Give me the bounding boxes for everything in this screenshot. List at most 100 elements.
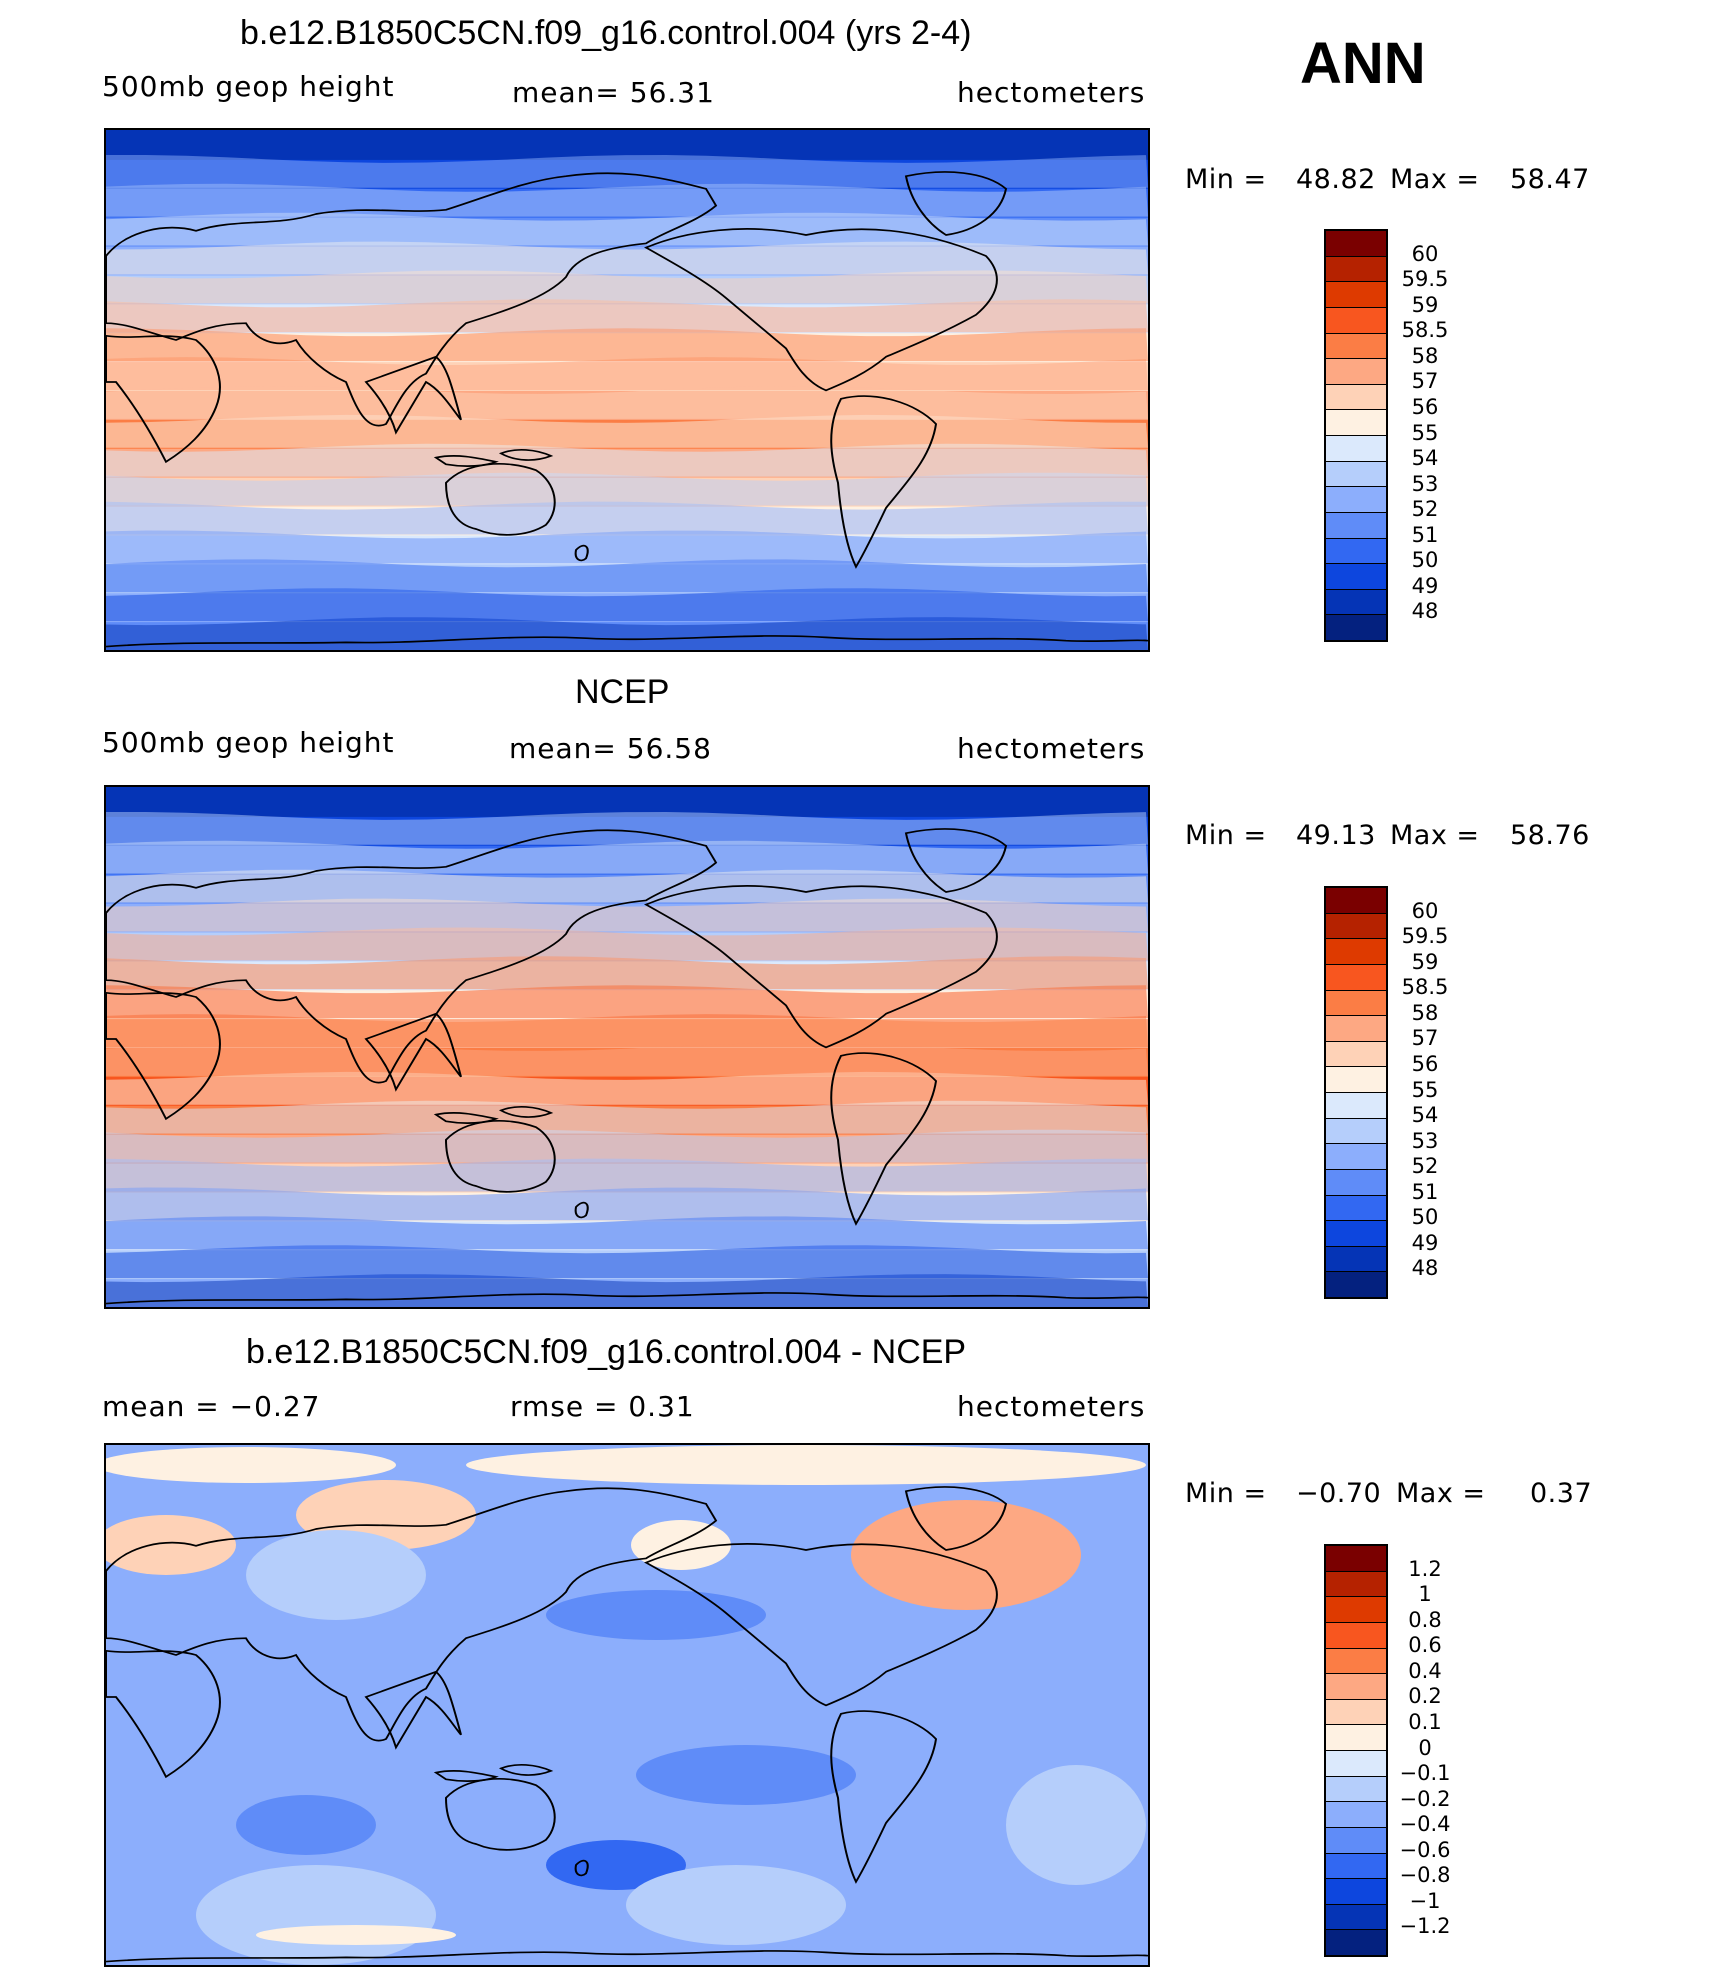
- difference-contour: [466, 1445, 1146, 1485]
- colorbar-swatch: [1326, 1272, 1386, 1297]
- difference-contour: [626, 1865, 846, 1945]
- contour-band-edge: [106, 386, 1148, 419]
- coastline: [106, 334, 221, 464]
- colorbar-tick-label: 52: [1411, 1154, 1439, 1179]
- colorbar-swatch: [1326, 1751, 1386, 1777]
- panel-3-rmse-label: rmse = 0.31: [510, 1390, 695, 1423]
- colorbar-swatch: [1326, 1169, 1386, 1196]
- difference-contour: [546, 1590, 766, 1640]
- map-svg: [106, 130, 1148, 650]
- colorbar-tick-label: −0.6: [1399, 1837, 1451, 1862]
- coastline: [106, 991, 221, 1121]
- coastline: [574, 1201, 589, 1219]
- colorbar-tick-label: 56: [1411, 1051, 1439, 1076]
- colorbar-tick-label: 0.2: [1408, 1684, 1442, 1709]
- difference-contour: [106, 1515, 236, 1575]
- colorbar-swatch: [1326, 436, 1386, 462]
- colorbar-swatch: [1326, 1930, 1386, 1955]
- coastline: [904, 1486, 1008, 1551]
- colorbar-swatch: [1326, 1904, 1386, 1931]
- panel-1-units-label: hectometers: [957, 76, 1146, 109]
- colorbar-tick-label: 53: [1411, 471, 1439, 496]
- colorbar-swatch: [1326, 461, 1386, 488]
- panel-3-map: [104, 1443, 1150, 1967]
- contour-band-edge: [106, 956, 1148, 990]
- map-svg: [106, 787, 1148, 1307]
- colorbar-tick-label: −1.2: [1399, 1914, 1451, 1939]
- colorbar-tick-label: 58.5: [1401, 975, 1449, 1000]
- colorbar-tick-label: 57: [1411, 369, 1439, 394]
- coastline: [433, 1770, 499, 1782]
- coastline: [364, 355, 462, 435]
- colorbar-swatch: [1326, 1144, 1386, 1170]
- colorbar-swatch: [1326, 1546, 1386, 1572]
- coastlines: [106, 1486, 1148, 1963]
- colorbar-swatch: [1326, 1622, 1386, 1649]
- panel-1-max-value: 58.47: [1510, 164, 1590, 195]
- contour-band-edge: [106, 270, 1148, 304]
- contour-band-edge: [106, 328, 1148, 362]
- colorbar-tick-label: −1: [1409, 1888, 1441, 1913]
- panel-1-min-label: Min =: [1185, 164, 1267, 195]
- coastline: [106, 829, 718, 1084]
- colorbar-tick-label: 56: [1411, 394, 1439, 419]
- colorbar-swatch: [1326, 231, 1386, 257]
- colorbar-swatch: [1326, 333, 1386, 360]
- coastlines: [106, 828, 1148, 1305]
- colorbar-tick-label: −0.8: [1399, 1863, 1451, 1888]
- contour-band-edge: [106, 212, 1148, 246]
- colorbar-tick-label: −0.2: [1399, 1786, 1451, 1811]
- contour-band-edge: [106, 840, 1148, 874]
- contour-band-edge: [106, 443, 1148, 477]
- colorbar-tick-label: 50: [1411, 1205, 1439, 1230]
- colorbar-tick-label: 51: [1411, 522, 1439, 547]
- coastline: [433, 455, 499, 467]
- colorbar-swatch: [1326, 1648, 1386, 1675]
- colorbar-swatch: [1326, 1246, 1386, 1273]
- contour-band-edge: [106, 588, 1148, 622]
- panel-2-max-label: Max =: [1390, 820, 1480, 851]
- difference-contour: [546, 1840, 686, 1890]
- colorbar-tick-label: 59: [1411, 949, 1439, 974]
- difference-contour: [196, 1865, 436, 1965]
- contour-band-edge: [106, 1216, 1148, 1250]
- colorbar-tick-label: 48: [1411, 1256, 1439, 1281]
- panel-2-variable-label: 500mb geop height: [102, 726, 395, 759]
- difference-contour: [246, 1530, 426, 1620]
- panel-1-min-value: 48.82: [1296, 164, 1376, 195]
- contour-band-edge: [106, 1071, 1148, 1105]
- panel-3-min-value: −0.70: [1296, 1478, 1382, 1509]
- coastlines: [106, 171, 1148, 648]
- colorbar-tick-label: 57: [1411, 1026, 1439, 1051]
- colorbar-swatch: [1326, 564, 1386, 590]
- colorbar-tick-label: 58: [1411, 343, 1439, 368]
- difference-contour: [631, 1520, 731, 1570]
- colorbar-tick-label: 0: [1418, 1735, 1432, 1760]
- coastline: [444, 1120, 556, 1193]
- coastline: [106, 172, 718, 427]
- colorbar-swatch: [1326, 1571, 1386, 1598]
- colorbar-tick-label: 51: [1411, 1179, 1439, 1204]
- coastline: [106, 635, 1148, 648]
- colorbar-swatch: [1326, 282, 1386, 308]
- panel-3-max-value: 0.37: [1530, 1478, 1593, 1509]
- colorbar-tick-label: 54: [1411, 446, 1439, 471]
- panel-2-mean-label: mean= 56.58: [509, 732, 712, 765]
- colorbar-swatch: [1326, 1699, 1386, 1726]
- contour-band-edge: [106, 1187, 1148, 1221]
- colorbar-swatch: [1326, 1725, 1386, 1751]
- panel-1-variable-label: 500mb geop height: [102, 70, 395, 103]
- colorbar-swatch: [1326, 538, 1386, 565]
- colorbar-tick-label: 59.5: [1401, 924, 1449, 949]
- colorbar-swatch: [1326, 1827, 1386, 1854]
- colorbar-swatch: [1326, 888, 1386, 914]
- coastline: [106, 1950, 1148, 1963]
- colorbar-swatch: [1326, 1674, 1386, 1700]
- panel-1-max-label: Max =: [1390, 164, 1480, 195]
- coastline: [498, 1106, 554, 1118]
- colorbar-swatch: [1326, 410, 1386, 436]
- difference-contour: [1006, 1765, 1146, 1885]
- contour-band-edge: [106, 183, 1148, 217]
- coastline: [830, 395, 938, 569]
- colorbar-swatch: [1326, 1879, 1386, 1905]
